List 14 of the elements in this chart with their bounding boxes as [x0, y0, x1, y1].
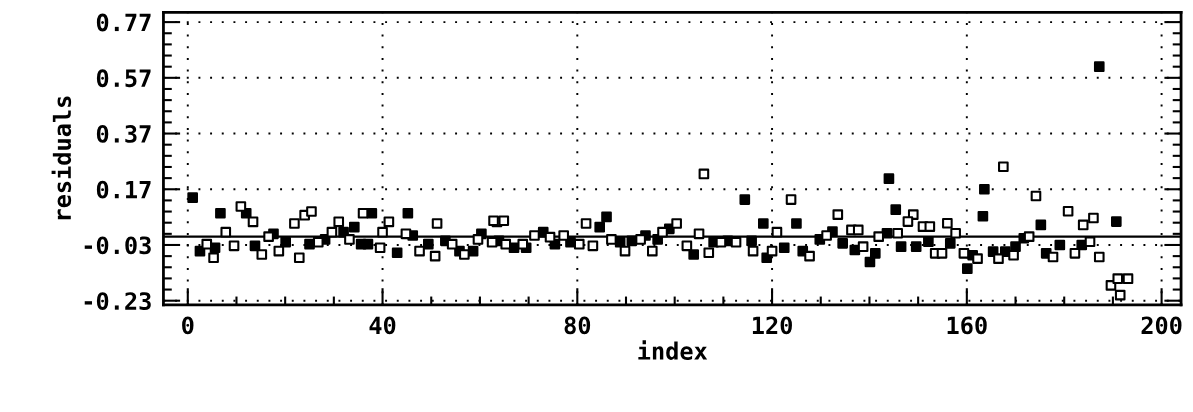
- y-tick-label: -0.23: [84, 292, 151, 311]
- x-tick-label: 200: [1141, 316, 1182, 335]
- x-axis-title: index: [638, 340, 708, 360]
- x-tick-label: 120: [752, 316, 792, 335]
- y-axis-title: residuals: [51, 96, 72, 220]
- y-tick-label: 0.77: [96, 13, 151, 32]
- x-tick-label: 80: [564, 316, 591, 335]
- y-tick-label: 0.57: [96, 69, 151, 88]
- x-tick-label: 160: [947, 316, 987, 335]
- y-tick-label: -0.03: [84, 236, 151, 255]
- y-tick-label: 0.17: [96, 180, 151, 199]
- x-tick-label: 40: [369, 316, 396, 335]
- x-tick-label: 0: [182, 316, 194, 335]
- y-tick-label: 0.37: [96, 124, 151, 143]
